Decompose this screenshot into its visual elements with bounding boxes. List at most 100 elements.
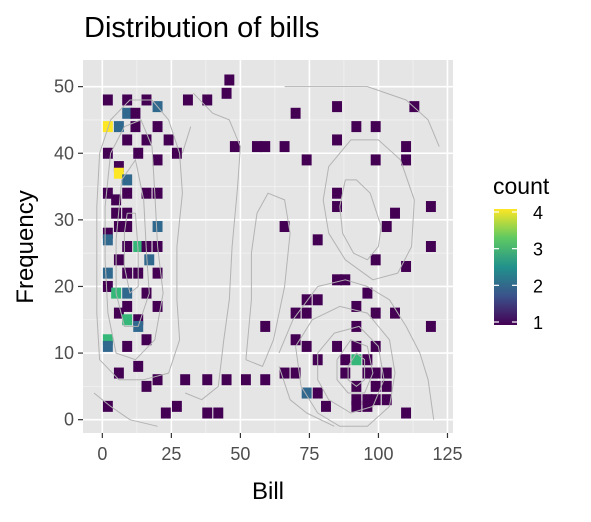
contour-line: [339, 179, 382, 261]
y-tick-label: 20: [54, 276, 74, 296]
bin-tile: [351, 400, 362, 412]
bin-tile: [260, 320, 271, 332]
bin-tile: [390, 307, 400, 319]
bin-tile: [362, 287, 373, 299]
bin-tile: [381, 367, 392, 379]
bin-tile: [141, 334, 152, 346]
grid-minor: [83, 60, 453, 433]
bin-tile: [224, 74, 235, 86]
y-tick-label: 0: [64, 410, 74, 430]
bin-tile: [279, 221, 290, 233]
bin-tile: [312, 234, 323, 246]
bin-tile: [290, 307, 301, 319]
bin-tile: [152, 187, 163, 199]
bin-tile: [332, 187, 342, 199]
bin-tile: [332, 340, 342, 352]
bin-tile: [260, 141, 271, 153]
bin-tile: [102, 280, 113, 292]
bin-tile: [122, 221, 133, 233]
contour-line: [278, 366, 335, 427]
y-tick-label: 50: [54, 77, 74, 97]
bin-tile: [152, 154, 163, 166]
bin-tile: [409, 101, 420, 113]
bin-tile: [102, 340, 113, 352]
contour-line: [96, 99, 183, 381]
bin-tile: [113, 221, 124, 233]
bin-tile: [144, 254, 155, 266]
bin-tile: [370, 380, 381, 392]
x-tick-label: 50: [230, 444, 250, 464]
bin-tile: [221, 374, 232, 386]
x-tick-label: 0: [97, 444, 107, 464]
bin-tile: [362, 354, 373, 366]
x-tick-label: 125: [432, 444, 462, 464]
bin-tile: [279, 367, 290, 379]
contour-line: [123, 212, 139, 294]
chart-title: Distribution of bills: [84, 12, 319, 44]
bin-tile: [111, 194, 122, 206]
bin-tile: [362, 367, 373, 379]
bin-tile: [351, 394, 362, 406]
bin-tile: [370, 154, 381, 166]
bin-tile: [202, 407, 213, 419]
bin-tile: [102, 187, 113, 199]
bin-tile: [340, 354, 351, 366]
bin-tile: [351, 121, 362, 133]
bin-tile: [251, 141, 262, 153]
contour-line: [185, 92, 241, 401]
bin-tile: [102, 121, 113, 133]
bin-tile: [180, 374, 191, 386]
contour-line: [181, 126, 192, 154]
bin-tile: [113, 167, 124, 179]
x-tick-label: 100: [363, 444, 393, 464]
bin-tile: [122, 287, 133, 299]
bin-tile: [332, 101, 342, 113]
bin-tile: [312, 294, 323, 306]
bin-tile: [401, 141, 412, 153]
bin-tile: [122, 187, 133, 199]
bin-tile: [401, 260, 412, 272]
legend-tick-label: 1: [533, 313, 543, 333]
bin-tile: [113, 121, 124, 133]
bin-tile: [370, 307, 381, 319]
bin-tile: [321, 400, 331, 412]
bin-tile: [301, 387, 312, 399]
bin-tile: [102, 234, 113, 246]
bin-tile: [425, 201, 436, 213]
contour-line: [295, 305, 396, 427]
bin-tile: [362, 394, 373, 406]
density-contours: [93, 86, 440, 427]
bin-tile: [202, 94, 213, 106]
bin-tile: [102, 94, 113, 106]
bin-tile: [425, 320, 436, 332]
contour-line: [317, 325, 385, 414]
bin-tile: [381, 394, 392, 406]
bin-tile: [290, 334, 301, 346]
legend-tick-label: 4: [533, 203, 543, 223]
bin-tile: [332, 201, 342, 213]
bin-tile: [229, 141, 240, 153]
bin-tile: [362, 400, 373, 412]
bin-tile: [332, 274, 342, 286]
bin-tile: [133, 147, 144, 159]
bin-tile: [351, 320, 362, 332]
bin-tile: [122, 314, 133, 326]
contour-line: [115, 159, 150, 327]
bin-tile: [351, 354, 362, 366]
bin-tile: [351, 300, 362, 312]
bin-tile: [370, 254, 381, 266]
bin-tile: [122, 134, 133, 146]
bin-tile: [425, 241, 436, 252]
bin-tile: [332, 134, 342, 146]
legend-ticks: 1 2 3 4: [494, 203, 543, 333]
bin-tile: [102, 147, 113, 159]
bin-tile: [351, 340, 362, 352]
bin-tile: [401, 407, 412, 419]
x-tick-label: 75: [299, 444, 319, 464]
contour-line: [278, 279, 435, 420]
bin-tile: [370, 340, 381, 352]
bin-tile: [260, 374, 271, 386]
bin-tile: [160, 407, 171, 419]
bin-tile: [182, 94, 193, 106]
bin-tile: [133, 360, 144, 372]
